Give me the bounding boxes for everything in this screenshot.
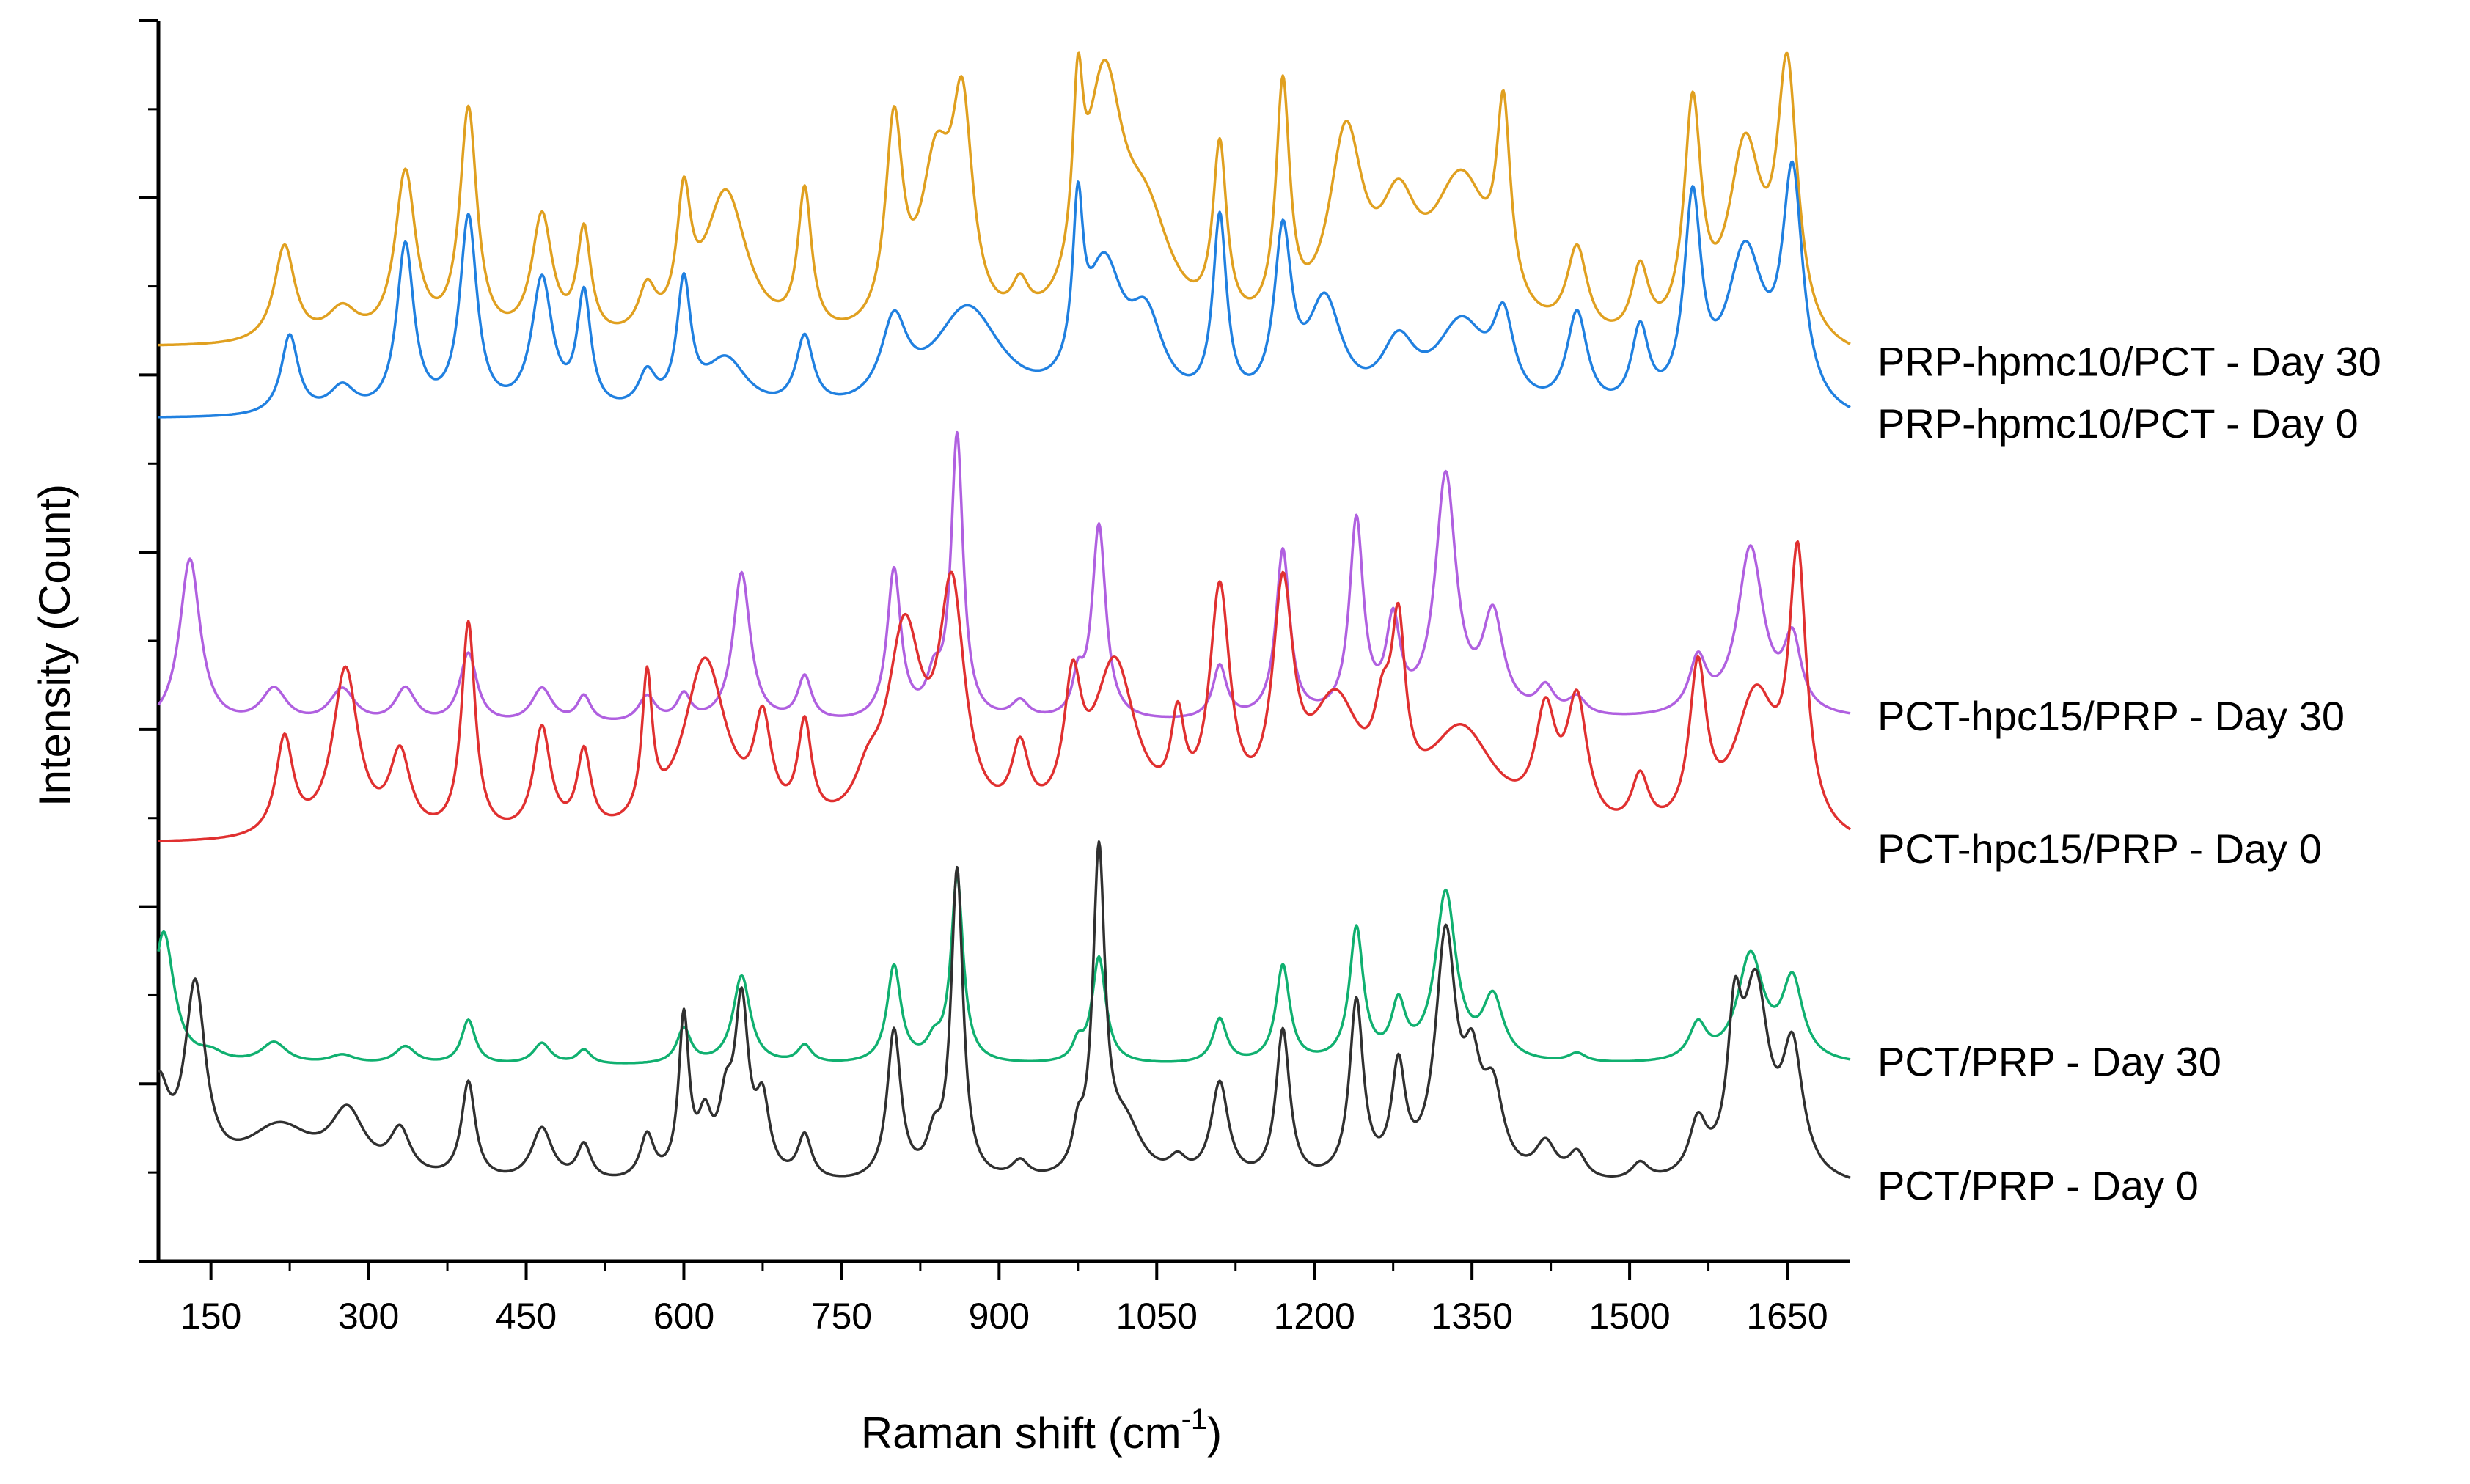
x-axis-title-superscript: -1 (1181, 1403, 1208, 1436)
x-ticks-group: 150 300 450 600 750 900 1050 1200 1350 1500 1650 (180, 1261, 1828, 1337)
legend-label-2: PCT-hpc15/PRP - Day 30 (1877, 693, 2345, 739)
y-ticks-group (139, 19, 158, 1263)
series-line-5 (158, 840, 1851, 1179)
x-axis-title-main: Raman shift (cm (861, 1408, 1181, 1458)
series-line-4 (157, 873, 1851, 1065)
series-group (157, 51, 1851, 1179)
x-tick-label: 600 (653, 1296, 714, 1337)
x-tick-label: 900 (969, 1296, 1030, 1337)
x-tick-label: 1350 (1432, 1296, 1513, 1337)
x-tick-label: 1650 (1746, 1296, 1828, 1337)
y-axis-title: Intensity (Count) (30, 484, 79, 807)
legend-group: PRP-hpmc10/PCT - Day 30 PRP-hpmc10/PCT - … (1877, 339, 2381, 1209)
x-tick-label: 1500 (1588, 1296, 1670, 1337)
series-line-3 (158, 540, 1851, 842)
legend-label-0: PRP-hpmc10/PCT - Day 30 (1877, 339, 2381, 385)
series-line-0 (158, 51, 1851, 347)
series-line-1 (158, 160, 1851, 419)
x-tick-label: 750 (811, 1296, 872, 1337)
x-tick-label: 450 (496, 1296, 557, 1337)
x-tick-label: 150 (180, 1296, 241, 1337)
legend-label-4: PCT/PRP - Day 30 (1877, 1038, 2221, 1084)
x-tick-label: 1050 (1116, 1296, 1198, 1337)
x-tick-label: 1200 (1274, 1296, 1355, 1337)
x-axis-title: Raman shift (cm-1) (861, 1403, 1222, 1458)
x-tick-label: 300 (338, 1296, 399, 1337)
legend-label-5: PCT/PRP - Day 0 (1877, 1162, 2199, 1208)
legend-label-1: PRP-hpmc10/PCT - Day 0 (1877, 400, 2359, 447)
series-line-2 (157, 430, 1851, 721)
legend-label-3: PCT-hpc15/PRP - Day 0 (1877, 826, 2322, 872)
x-axis-title-close: ) (1207, 1408, 1222, 1458)
